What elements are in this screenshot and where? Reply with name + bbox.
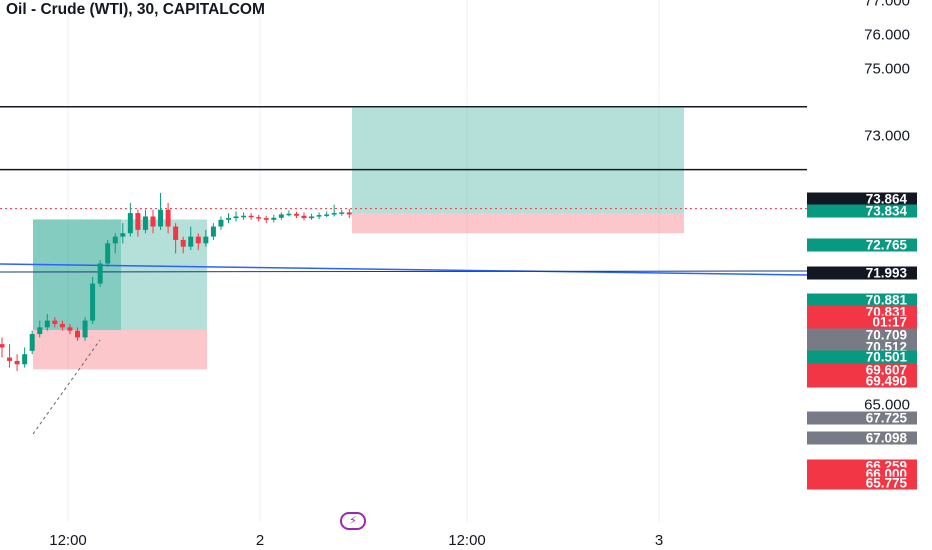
candle-body [271, 217, 277, 220]
candle-body [29, 334, 35, 351]
price-tag: 70.512 [807, 340, 917, 354]
price-tag: 72.765 [807, 238, 917, 252]
candle-body [226, 218, 231, 220]
price-tag: 01:17 [807, 315, 917, 329]
candle-body [14, 360, 20, 365]
price-tag: 70.881 [807, 293, 917, 307]
candle-body [37, 327, 43, 335]
candle-body [150, 216, 156, 227]
symbol-title[interactable]: Oil - Crude (WTI), 30, CAPITALCOM [6, 1, 265, 18]
candle-body [173, 226, 179, 240]
price-axis-label: 65.000 [864, 396, 910, 414]
price-tag: 70.709 [807, 328, 917, 342]
time-axis-label: 12:00 [49, 532, 87, 549]
price-tag: 71.993 [807, 266, 917, 280]
price-tag: 67.725 [807, 411, 917, 425]
trendline [0, 270, 808, 273]
price-axis-label: 77.000 [864, 0, 910, 10]
price-tag: 70.831 [807, 305, 917, 319]
filled-profit-zone [33, 219, 121, 331]
time-axis-label: 12:00 [448, 532, 486, 549]
price-tag: 73.864 [807, 192, 917, 206]
candle-body [331, 213, 337, 215]
price-tag: 65.775 [807, 476, 917, 490]
candle-body [59, 323, 65, 328]
candle-body [142, 216, 148, 230]
candle-body [293, 213, 299, 216]
candle-body [286, 213, 292, 216]
price-axis-label: 73.000 [864, 127, 910, 145]
candle-body [105, 243, 111, 264]
candle-body [248, 215, 254, 218]
profit-zone [352, 107, 684, 214]
time-axis-label: 3 [654, 532, 664, 549]
candle-body [346, 212, 352, 215]
candle-body [241, 215, 247, 218]
price-tag: 70.501 [807, 350, 917, 364]
trendline [0, 263, 808, 276]
candle-body [165, 209, 171, 227]
entry-path [32, 339, 101, 435]
price-tag: 69.490 [807, 374, 917, 388]
candle-body [120, 233, 126, 237]
price-tag: 73.834 [807, 204, 917, 218]
candle-body [52, 320, 58, 324]
candle-body [97, 263, 103, 284]
price-tag: 69.607 [807, 363, 917, 377]
candle-body [0, 344, 5, 348]
candle-body [44, 320, 50, 328]
candle-body [203, 236, 209, 244]
candle-body [309, 216, 315, 219]
candle-body [112, 236, 118, 244]
loss-zone [352, 213, 684, 234]
candle-body [188, 236, 194, 247]
candle-body [158, 209, 164, 227]
loss-zone [33, 330, 207, 370]
candle-body [218, 219, 224, 227]
candle-body [339, 212, 345, 214]
candle-body [180, 239, 186, 247]
candle-body [301, 215, 307, 219]
time-axis-label: 2 [255, 532, 265, 549]
candle-body [324, 214, 330, 216]
candle-body [67, 327, 73, 331]
candle-body [22, 354, 28, 365]
candle-body [316, 215, 322, 217]
candle-body [82, 320, 88, 338]
price-axis-label: 75.000 [864, 60, 910, 78]
candle-body [75, 330, 80, 338]
candle-body [233, 216, 239, 219]
price-axis-label: 76.000 [864, 26, 910, 44]
candle-body [195, 236, 201, 244]
price-tag: 67.098 [807, 431, 917, 445]
candle-body [7, 357, 13, 361]
candle-body [127, 213, 133, 234]
lightning-icon[interactable]: ⚡ [340, 512, 366, 530]
candle-body [278, 214, 284, 218]
candle-body [135, 213, 141, 230]
candle-body [210, 226, 216, 237]
candle-body [263, 218, 269, 220]
candle-body [90, 283, 96, 321]
candle-body [256, 217, 262, 219]
